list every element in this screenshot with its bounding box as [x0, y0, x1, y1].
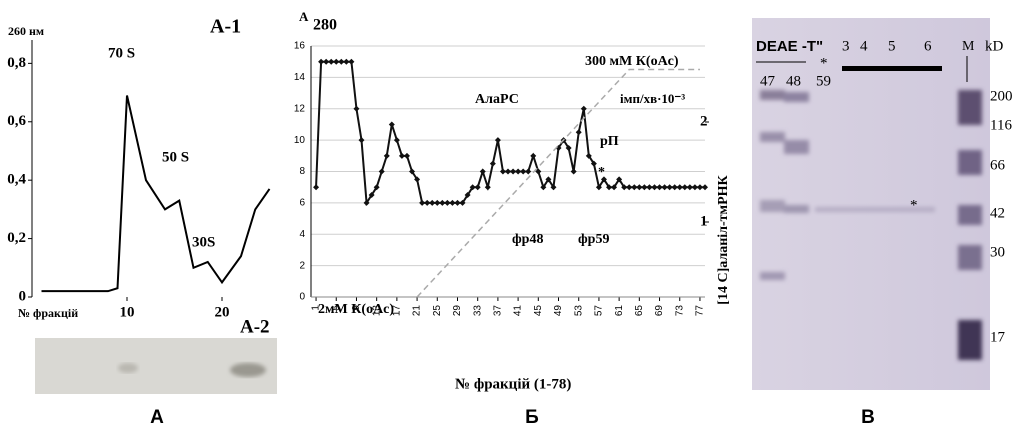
marker — [389, 121, 395, 127]
bar — [842, 66, 942, 71]
x-label: № фракцій (1-78) — [455, 376, 571, 392]
star: * — [820, 55, 828, 71]
marker — [379, 169, 385, 175]
panel-label: А — [150, 407, 164, 428]
x-tick-label: 29 — [452, 305, 463, 317]
lane: 48 — [786, 73, 801, 89]
y-tick-label: 4 — [299, 229, 305, 240]
y-tick-label: 8 — [299, 166, 305, 177]
y2-unit: імп/хв·10⁻³ — [620, 91, 685, 106]
annotation: 70 S — [108, 45, 135, 61]
marker — [530, 153, 536, 159]
marker — [475, 184, 481, 190]
star: * — [910, 197, 918, 213]
x-label: № фракцій — [18, 306, 78, 320]
x-tick-label: 73 — [674, 305, 685, 317]
x-tick-label: 41 — [513, 305, 524, 317]
annotation: 30S — [192, 234, 215, 250]
marker — [394, 137, 400, 143]
panel-label: Б — [525, 407, 539, 428]
marker — [404, 153, 410, 159]
x-tick-label: 61 — [614, 305, 625, 317]
x-tick-label: 33 — [472, 305, 483, 317]
marker — [384, 153, 390, 159]
y-tick-label: 0,6 — [7, 113, 26, 129]
lane: 59 — [816, 73, 831, 89]
gel-header: DEAE -T" — [756, 38, 823, 55]
annotation: * — [598, 165, 605, 180]
marker — [480, 169, 486, 175]
x-tick-label: 10 — [120, 304, 135, 320]
annotation: 50 S — [162, 149, 189, 165]
lane: 3 — [842, 38, 850, 54]
data-line — [316, 62, 705, 203]
annotation: рП — [600, 134, 619, 149]
marker — [495, 137, 501, 143]
x-tick-label: 21 — [412, 305, 423, 317]
panel-label: В — [861, 407, 875, 428]
x-tick-label: 37 — [493, 305, 504, 317]
annotation: фр48 — [512, 232, 543, 247]
marker — [702, 184, 708, 190]
y-tick-label: 0 — [299, 292, 305, 303]
y-tick-label: 10 — [294, 135, 306, 146]
marker — [353, 106, 359, 112]
x-tick-label: 20 — [215, 304, 230, 320]
y-tick-label: 2 — [299, 260, 305, 271]
lane: 6 — [924, 38, 932, 54]
y-tick-label: 0,4 — [7, 172, 26, 188]
y-label-sub: 280 — [313, 17, 337, 34]
marker — [490, 161, 496, 167]
y-tick-label: 0,2 — [7, 230, 26, 246]
lane: 5 — [888, 38, 896, 54]
annotation: 300 мМ К(oAc) — [585, 54, 679, 69]
y2-tick-label: 1 — [700, 213, 708, 229]
lane: 4 — [860, 38, 868, 54]
x-tick-label: 57 — [594, 305, 605, 317]
y2-label: [14 C]аланіл-тмРНК — [716, 174, 731, 304]
x-tick-label: 49 — [553, 305, 564, 317]
marker — [485, 184, 491, 190]
y-tick-label: 12 — [294, 103, 306, 114]
marker — [313, 184, 319, 190]
y-tick-label: 16 — [294, 41, 306, 52]
marker — [571, 169, 577, 175]
annotation: фр59 — [578, 232, 609, 247]
data-line — [42, 95, 270, 291]
y-label: A — [299, 9, 309, 24]
marker — [525, 169, 531, 175]
y-tick-label: 0,8 — [7, 55, 26, 71]
y2-tick-label: 2 — [700, 113, 708, 129]
marker — [359, 137, 365, 143]
y-tick-label: 0 — [19, 288, 27, 304]
size: 116 — [990, 117, 1012, 133]
y-tick-label: 14 — [294, 72, 306, 83]
y-label: 260 нм — [8, 24, 44, 38]
annotation: 2мМ К(oAc) — [318, 302, 394, 317]
x-tick-label: 53 — [573, 305, 584, 317]
chart-title: A-1 — [210, 16, 241, 38]
marker: M — [962, 39, 975, 54]
size: 200 — [990, 88, 1012, 104]
y-tick-label: 6 — [299, 198, 305, 209]
x-tick-label: 65 — [634, 305, 645, 317]
marker — [348, 59, 354, 65]
size: 17 — [990, 329, 1006, 345]
marker — [576, 129, 582, 135]
x-tick-label: 45 — [533, 305, 544, 317]
band — [230, 363, 266, 377]
annotation: АлаРС — [475, 92, 519, 107]
size: 66 — [990, 157, 1006, 173]
size: 30 — [990, 244, 1005, 260]
x-tick-label: 25 — [432, 305, 443, 317]
size: 42 — [990, 205, 1005, 221]
marker — [581, 106, 587, 112]
x-tick-label: 77 — [695, 305, 706, 317]
figure: A-2 DEAE -T" 3 4 5 6 47 48 59 * * M kD 2… — [0, 0, 1012, 436]
unit: kD — [985, 38, 1004, 54]
band — [118, 363, 138, 373]
strip-label: A-2 — [240, 316, 270, 337]
lane: 47 — [760, 73, 776, 89]
x-tick-label: 69 — [654, 305, 665, 317]
